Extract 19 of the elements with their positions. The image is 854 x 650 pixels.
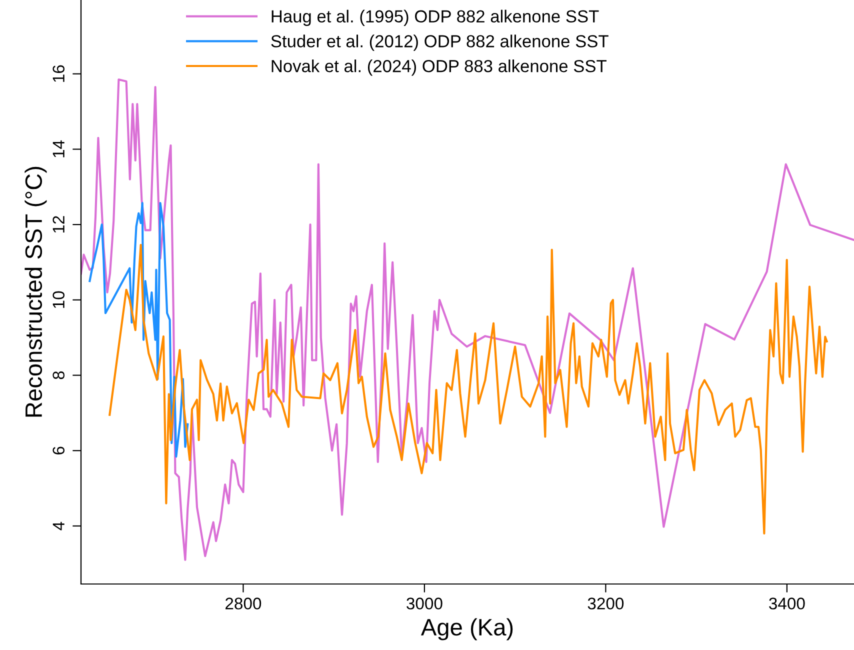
legend-label: Studer et al. (2012) ODP 882 alkenone SST [271,34,608,51]
y-tick-label: 10 [52,291,65,308]
line-series [81,78,854,561]
x-tick-label: 2800 [226,598,262,610]
x-tick-label: 3400 [769,598,805,610]
legend-label: Haug et al. (1995) ODP 882 alkenone SST [272,10,599,26]
legend-label: Novak et al. (2024) ODP 883 alkenone SST [272,60,606,76]
y-tick-label: 14 [52,140,64,158]
y-tick-label: 12 [52,216,64,233]
y-tick-label: 8 [52,371,65,380]
y-tick-label: 6 [52,446,65,454]
x-tick-label: 3200 [588,598,624,610]
y-tick-label: 16 [52,65,65,82]
y-tick-label: 4 [52,522,64,530]
y-axis-title: Reconstructed SST (°C) [24,166,47,417]
line-series [88,202,189,458]
x-axis-title: Age (Ka) [420,618,513,640]
line-series [108,244,828,535]
x-tick-label: 3000 [406,598,442,610]
